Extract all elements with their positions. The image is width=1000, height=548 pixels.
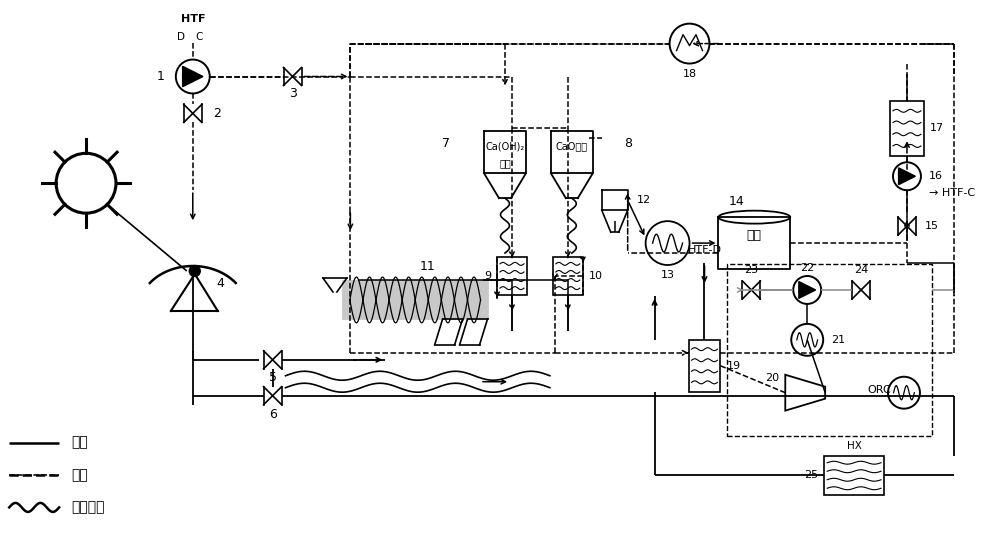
- Polygon shape: [899, 168, 915, 185]
- Text: 17: 17: [930, 123, 944, 133]
- Text: HX: HX: [847, 441, 862, 450]
- Text: 11: 11: [419, 260, 435, 272]
- Text: 16: 16: [929, 171, 943, 181]
- Circle shape: [189, 266, 200, 277]
- Text: 5: 5: [269, 371, 277, 384]
- Text: 储罐: 储罐: [499, 158, 511, 168]
- Text: 3: 3: [289, 87, 296, 100]
- Text: → HTF-C: → HTF-C: [929, 188, 975, 198]
- Bar: [343, 281, 488, 319]
- Text: 8: 8: [624, 137, 632, 150]
- Polygon shape: [799, 282, 816, 298]
- Text: 25: 25: [804, 471, 818, 481]
- Polygon shape: [183, 66, 203, 87]
- Bar: [497, 257, 527, 295]
- Text: 12: 12: [637, 195, 651, 205]
- Text: 21: 21: [831, 335, 845, 345]
- Text: 15: 15: [925, 221, 939, 231]
- Text: C: C: [195, 32, 202, 42]
- Bar: [553, 257, 583, 295]
- Text: 10: 10: [589, 271, 603, 281]
- Text: 20: 20: [765, 373, 779, 383]
- Text: 1: 1: [157, 70, 165, 83]
- Text: ORC: ORC: [867, 385, 891, 395]
- Bar: [689, 340, 720, 392]
- Text: 23: 23: [744, 265, 758, 275]
- Bar: [824, 455, 884, 495]
- Text: 储能: 储能: [71, 436, 88, 449]
- Text: D: D: [177, 32, 185, 42]
- Text: 9: 9: [484, 271, 491, 281]
- Text: 释能: 释能: [71, 469, 88, 482]
- Bar: [727, 264, 932, 436]
- Text: 22: 22: [800, 263, 814, 273]
- Text: HTF: HTF: [181, 14, 205, 24]
- Text: 水算: 水算: [747, 229, 762, 242]
- Text: 24: 24: [854, 265, 868, 275]
- Bar: [890, 101, 924, 156]
- Text: 螺旋送料: 螺旋送料: [71, 500, 105, 515]
- Text: 6: 6: [269, 408, 277, 421]
- Text: 13: 13: [661, 270, 675, 280]
- Text: 14: 14: [729, 195, 744, 208]
- Text: 7: 7: [442, 137, 450, 150]
- Text: 19: 19: [726, 361, 741, 371]
- Text: HTF-D: HTF-D: [687, 245, 721, 255]
- Text: Ca(OH)₂: Ca(OH)₂: [485, 141, 525, 151]
- Text: 2: 2: [213, 107, 221, 120]
- Text: 18: 18: [682, 68, 697, 78]
- Text: 4: 4: [217, 277, 225, 290]
- Text: CaO储罐: CaO储罐: [556, 141, 588, 151]
